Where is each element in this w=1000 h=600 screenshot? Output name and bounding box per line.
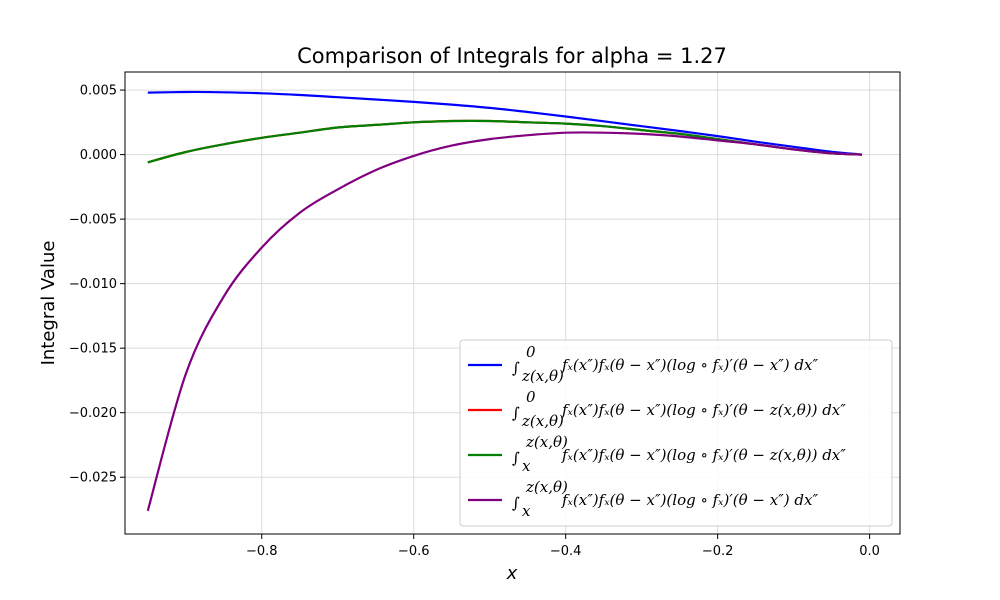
chart-title: Comparison of Integrals for alpha = 1.27 [297, 44, 727, 68]
legend-upper-limit: 0 [526, 343, 536, 361]
y-tick-label: −0.025 [69, 471, 117, 486]
x-tick-label: 0.0 [859, 544, 880, 559]
y-tick-label: −0.015 [69, 342, 117, 357]
legend-label: fₓ(x″)fₓ(θ − x″)(log ∘ fₓ)′(θ − z(x,θ)) … [561, 401, 846, 419]
legend-upper-limit: z(x,θ) [525, 433, 568, 451]
x-axis-ticks: −0.8 −0.6 −0.4 −0.2 0.0 [246, 534, 880, 559]
y-tick-label: −0.010 [69, 277, 117, 292]
legend-lower-limit: x [522, 502, 531, 520]
y-tick-label: 0.005 [80, 84, 117, 99]
legend-integral-sign: ∫ [512, 494, 520, 512]
legend-lower-limit: z(x,θ) [521, 367, 564, 385]
legend-upper-limit: 0 [526, 388, 536, 406]
series-line-purple [146, 131, 863, 512]
y-axis-label: Integral Value [38, 241, 59, 366]
legend-box [459, 339, 893, 527]
x-tick-label: −0.4 [550, 544, 582, 559]
legend-label: fₓ(x″)fₓ(θ − x″)(log ∘ fₓ)′(θ − x″) dx″ [561, 491, 818, 509]
series-lines [146, 90, 863, 512]
y-tick-label: −0.020 [69, 406, 117, 421]
legend-upper-limit: z(x,θ) [525, 478, 568, 496]
legend-integral-sign: ∫ [512, 404, 520, 422]
legend-integral-sign: ∫ [512, 359, 520, 377]
legend-lower-limit: x [522, 457, 531, 475]
legend-integral-sign: ∫ [512, 449, 520, 467]
legend-lower-limit: z(x,θ) [521, 412, 564, 430]
x-tick-label: −0.2 [702, 544, 734, 559]
x-axis-label: x [506, 563, 518, 584]
y-axis-ticks: 0.005 0.000 −0.005 −0.010 −0.015 −0.020 −0.025 [69, 84, 125, 486]
y-tick-label: −0.005 [69, 213, 117, 228]
legend-label: fₓ(x″)fₓ(θ − x″)(log ∘ fₓ)′(θ − z(x,θ)) … [561, 446, 846, 464]
legend: ∫0z(x,θ)fₓ(x″)fₓ(θ − x″)(log ∘ fₓ)′(θ − … [459, 339, 893, 527]
y-tick-label: 0.000 [80, 148, 117, 163]
x-tick-label: −0.6 [398, 544, 430, 559]
x-tick-label: −0.8 [246, 544, 278, 559]
plot-frame [124, 71, 901, 535]
series-line-blue [147, 90, 863, 156]
legend-label: fₓ(x″)fₓ(θ − x″)(log ∘ fₓ)′(θ − x″) dx″ [561, 356, 818, 374]
